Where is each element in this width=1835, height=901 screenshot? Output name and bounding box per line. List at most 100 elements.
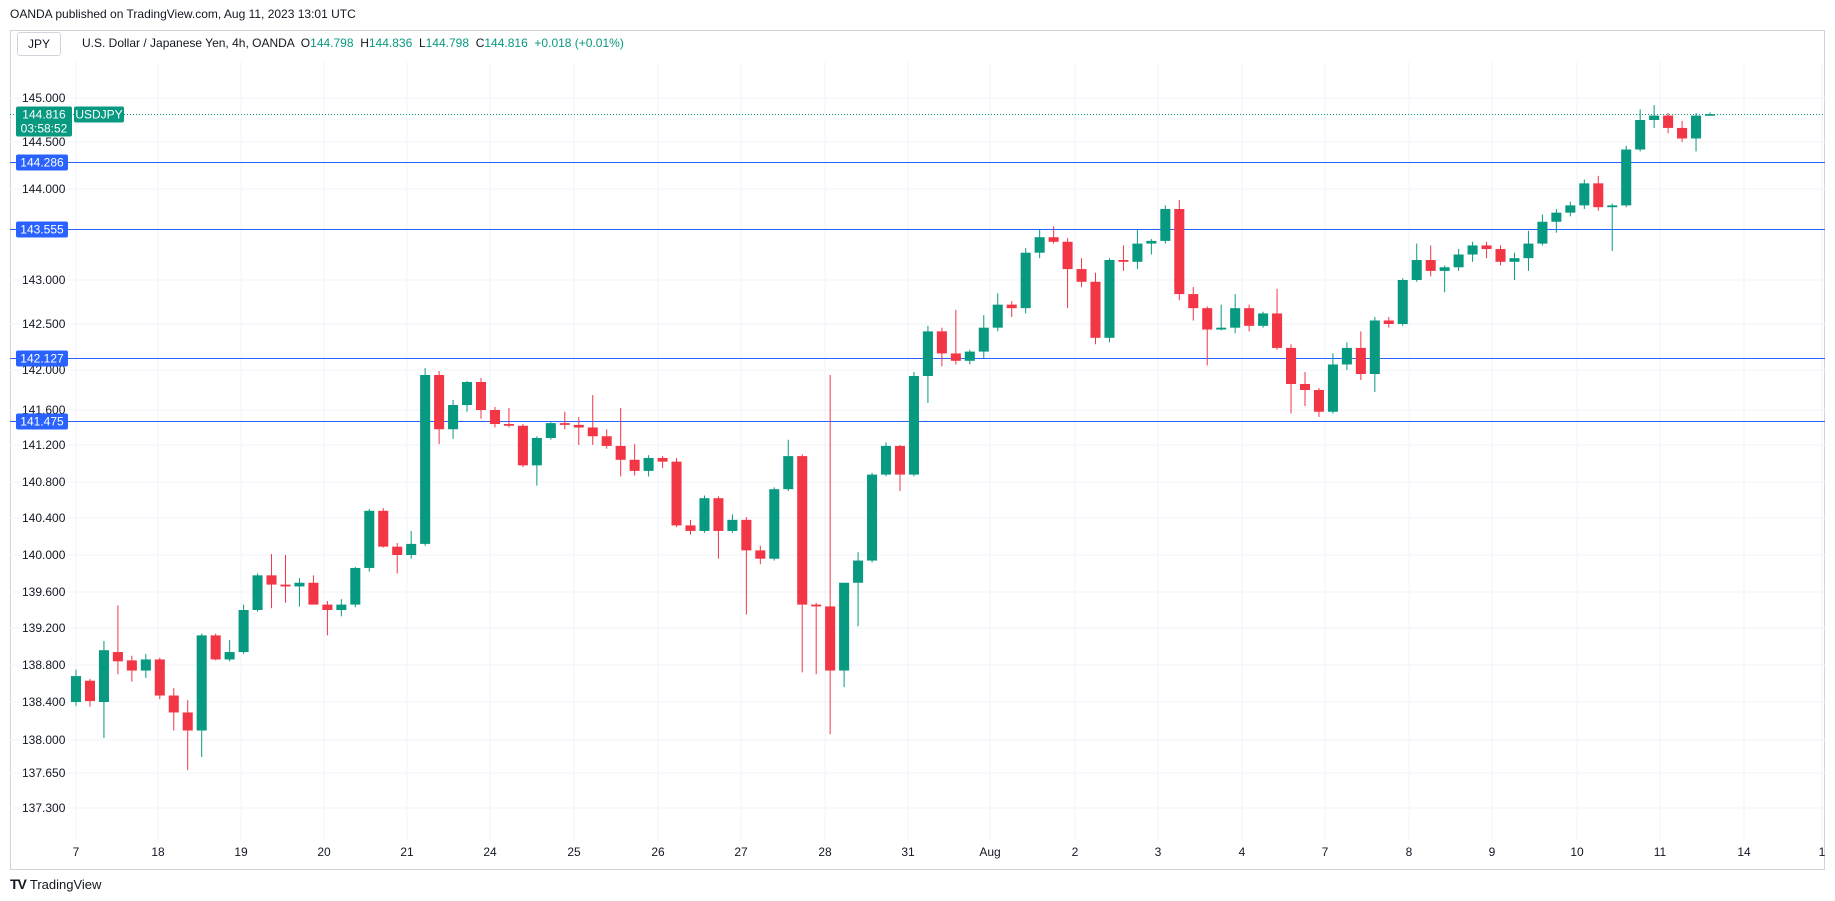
candle-body: [1258, 313, 1269, 326]
candle-body: [685, 525, 696, 531]
candle-body: [601, 436, 612, 446]
candle-body: [1635, 120, 1646, 150]
level-price-label: 143.555: [20, 223, 64, 237]
candle-body: [294, 582, 305, 587]
candle-body: [880, 445, 892, 475]
candle-body: [168, 695, 179, 713]
candle-body: [1327, 364, 1338, 412]
candle-body: [1523, 243, 1534, 259]
low-value: 144.798: [425, 36, 470, 50]
candle-body: [853, 560, 864, 583]
candle-body: [1495, 249, 1506, 262]
y-tick-label: 144.500: [22, 135, 66, 149]
candle-body: [1244, 308, 1255, 326]
x-tick-label: 10: [1570, 845, 1584, 859]
candle-body: [503, 424, 514, 426]
candle-body: [992, 304, 1003, 328]
x-tick-label: 11: [1654, 845, 1667, 859]
candle-body: [950, 353, 961, 361]
candle-body: [629, 459, 640, 471]
y-tick-label: 138.400: [22, 695, 66, 709]
candle-body: [378, 510, 389, 547]
tradingview-logo[interactable]: TV TradingView: [10, 876, 101, 892]
last-price-tag: [16, 106, 72, 137]
candle-body: [1649, 115, 1660, 120]
symbol-search-box[interactable]: JPY: [17, 32, 61, 56]
candle-body: [1062, 241, 1073, 270]
x-tick-label: 20: [317, 845, 331, 859]
candle-body: [1355, 347, 1366, 374]
candle-body: [1299, 384, 1311, 390]
candle-body: [475, 382, 487, 410]
candle-body: [406, 543, 417, 555]
candle-body: [70, 676, 82, 702]
candle-body: [154, 659, 165, 696]
candle-body: [1174, 209, 1185, 295]
candle-body: [1677, 127, 1688, 139]
candle-body: [1160, 209, 1171, 241]
candle-body: [531, 438, 542, 466]
x-tick-label: 18: [151, 845, 165, 859]
candle-body: [1188, 294, 1199, 309]
candle-body: [1551, 212, 1562, 222]
candle-body: [1425, 259, 1436, 271]
candle-body: [978, 327, 989, 352]
candle-body: [1607, 205, 1618, 208]
level-price-tag: [16, 154, 68, 171]
candle-body: [1453, 254, 1464, 268]
x-tick-label: 24: [483, 845, 497, 859]
x-tick-label: 7: [73, 845, 80, 859]
candle-body: [280, 584, 291, 587]
candle-body: [322, 604, 333, 610]
price-axis: 145.000144.500144.000143.000142.500142.0…: [22, 91, 66, 815]
candle-body: [1076, 269, 1087, 282]
x-tick-label: 21: [400, 845, 414, 859]
candle-body: [1272, 313, 1283, 348]
open-value: 144.798: [310, 36, 354, 50]
candle-body: [140, 659, 151, 671]
candle-body: [266, 575, 277, 585]
close-value: 144.816: [484, 36, 528, 50]
y-tick-label: 137.650: [22, 766, 66, 780]
symbol-tag-label: USDJPY: [75, 108, 122, 122]
candle-body: [1593, 183, 1604, 208]
x-tick-label: 8: [1406, 845, 1413, 859]
candle-body: [657, 457, 668, 462]
candle-body: [1216, 327, 1227, 330]
candle-body: [769, 489, 780, 559]
ohlc-legend: U.S. Dollar / Japanese Yen, 4h, OANDA O1…: [82, 36, 624, 50]
candle-body: [1481, 245, 1492, 250]
candle-body: [420, 375, 431, 544]
candle-body: [727, 519, 738, 531]
candle-body: [1439, 267, 1450, 271]
candle-body: [1132, 243, 1143, 262]
candles: [70, 105, 1716, 771]
x-tick-label: 4: [1239, 845, 1246, 859]
low-label: L: [418, 36, 426, 50]
x-tick-label: 31: [901, 845, 915, 859]
candle-body: [545, 423, 556, 438]
candle-body: [1663, 115, 1674, 128]
y-tick-label: 138.000: [22, 733, 66, 747]
candle-body: [1202, 308, 1213, 330]
candle-body: [210, 635, 221, 660]
candle-body: [1565, 205, 1576, 213]
candle-body: [783, 456, 794, 490]
candle-body: [364, 510, 375, 568]
candle-body: [98, 650, 109, 702]
x-tick-label: 1: [1819, 845, 1826, 859]
candle-body: [1341, 347, 1352, 365]
candle-body: [1034, 237, 1045, 253]
candle-body: [1146, 240, 1157, 244]
close-label: C: [475, 36, 485, 50]
candle-body: [587, 427, 598, 437]
y-tick-label: 145.000: [22, 91, 66, 105]
price-labels: 144.286 143.555 142.127 141.475 144.81603:58…: [16, 106, 124, 430]
candle-body: [936, 331, 947, 354]
y-tick-label: 143.000: [22, 273, 66, 287]
candle-body: [825, 606, 836, 671]
last-price-value: 144.816: [22, 108, 66, 122]
candle-body: [573, 424, 584, 428]
candle-body: [867, 474, 878, 561]
